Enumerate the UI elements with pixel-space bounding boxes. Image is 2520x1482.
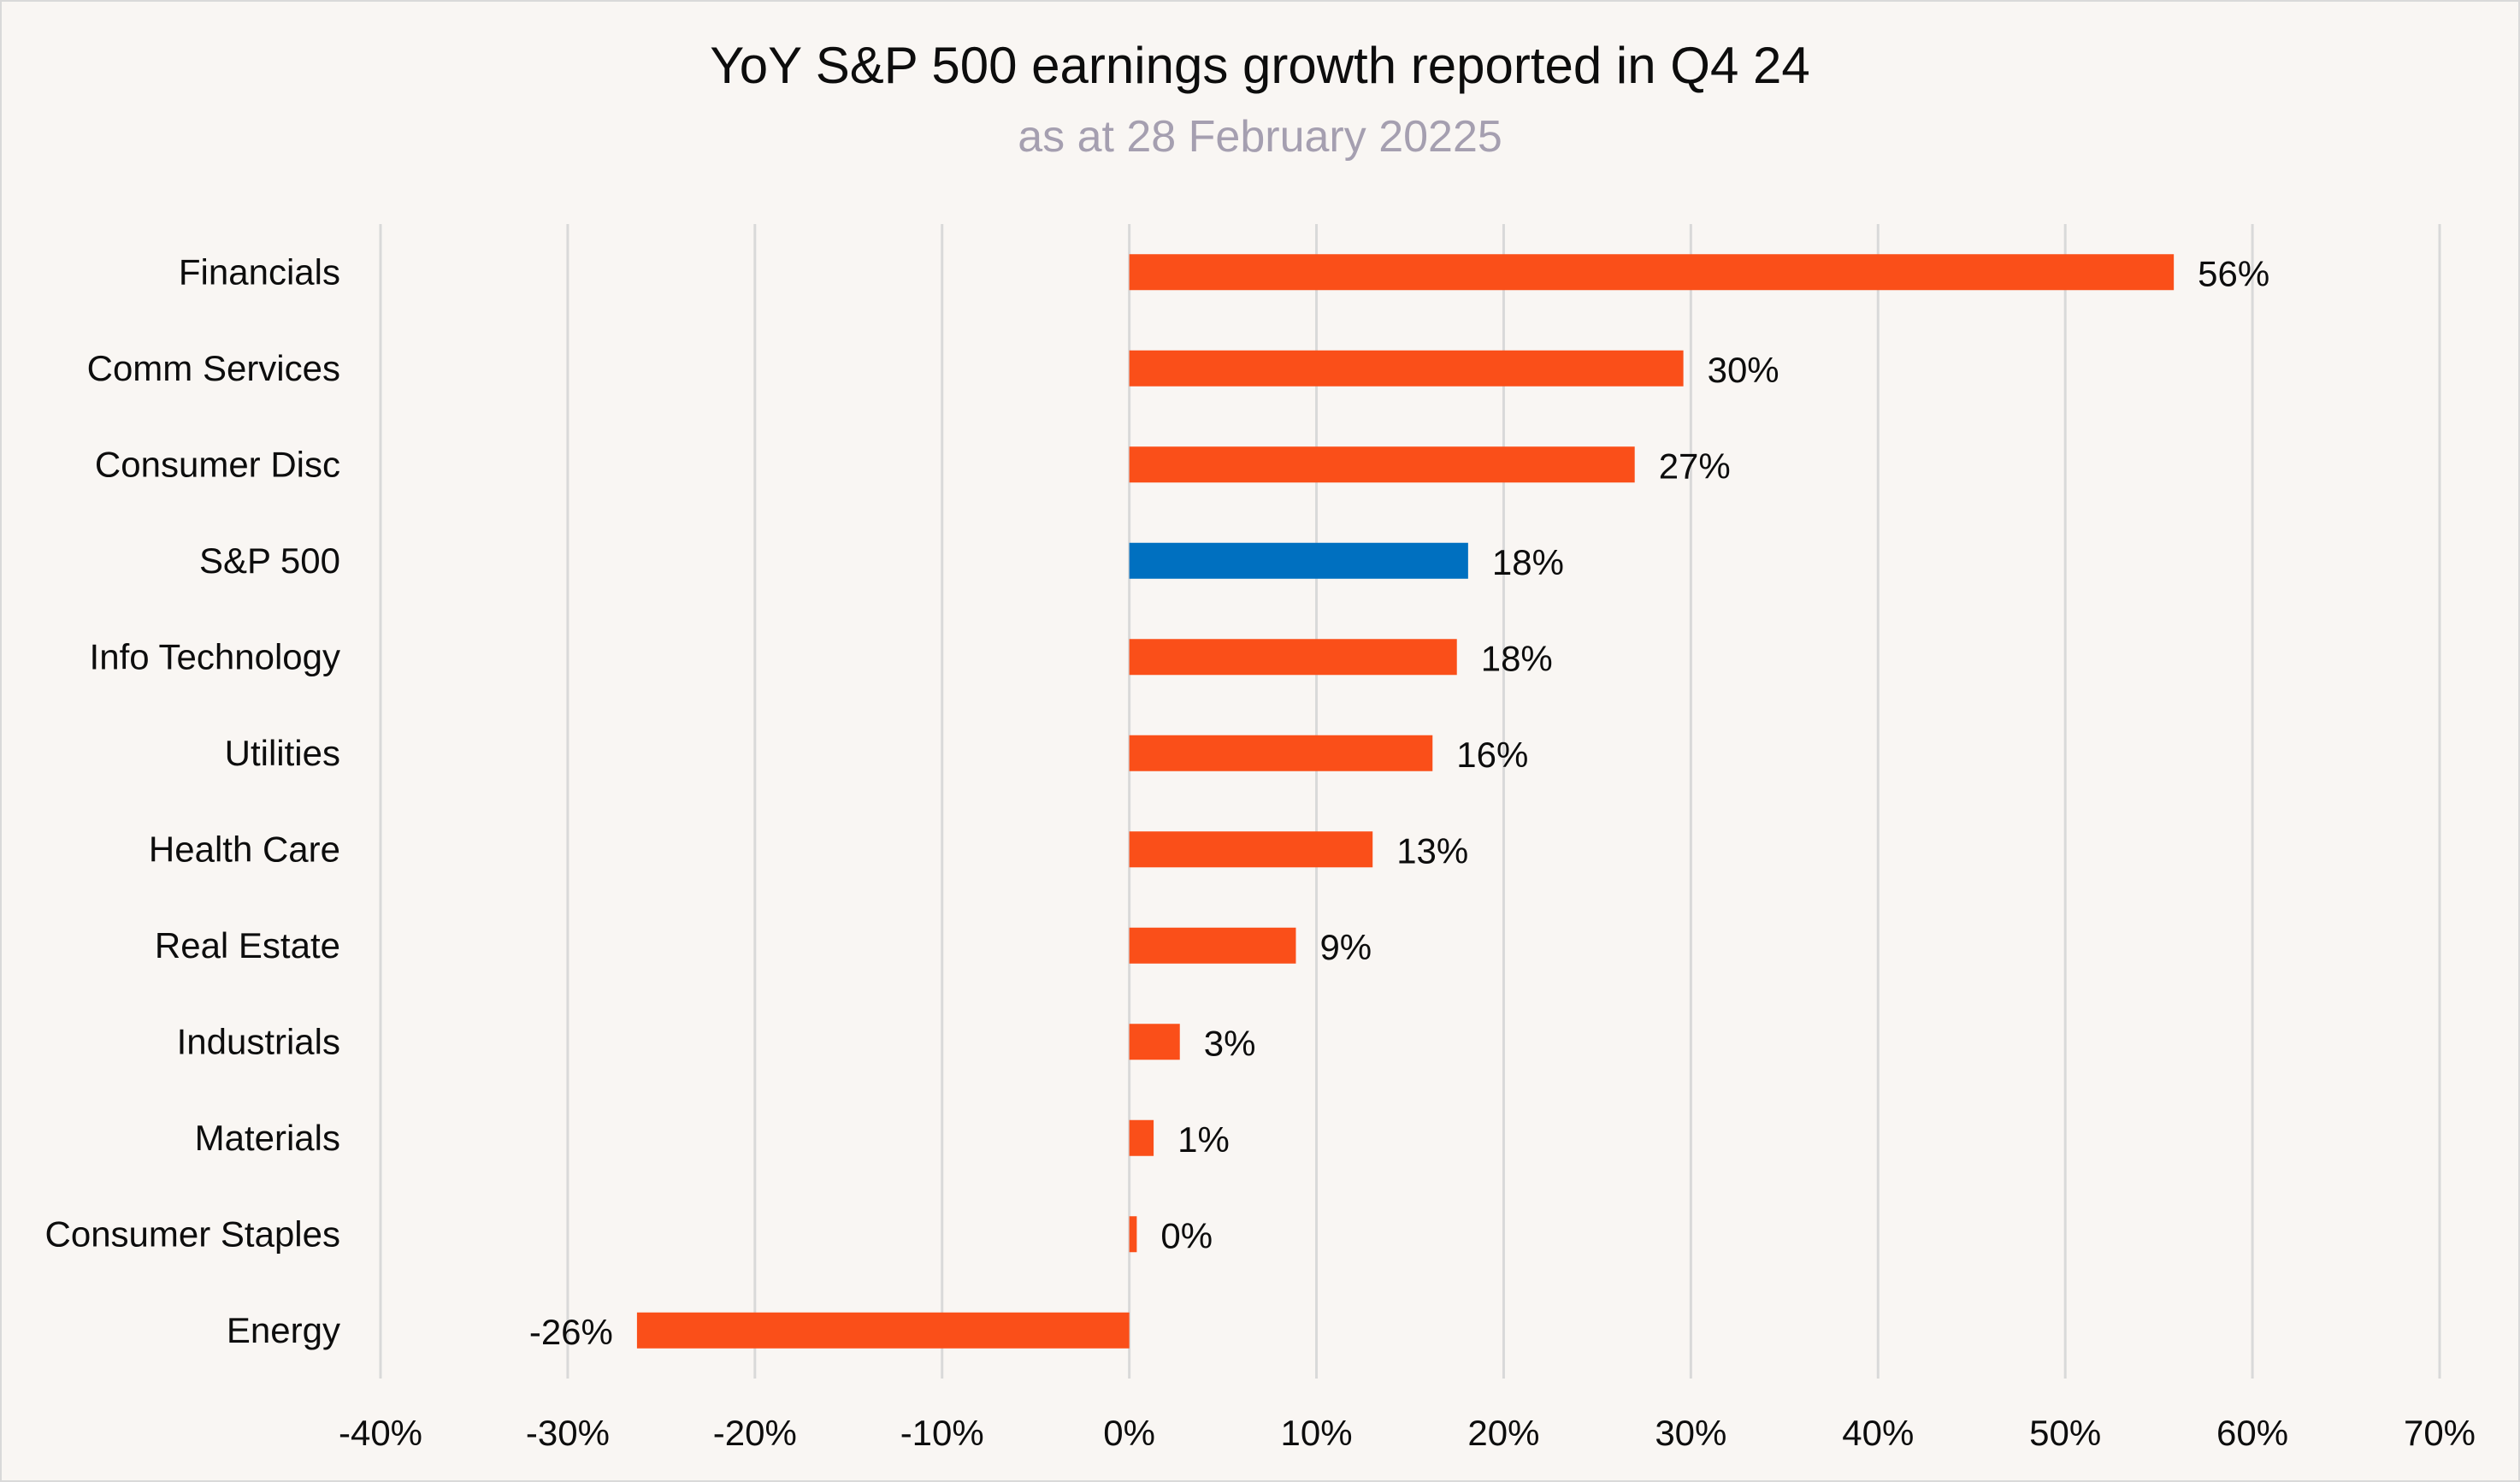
x-tick-label: 50% [2029, 1413, 2101, 1453]
data-label: 13% [1396, 830, 1468, 871]
bar [1129, 831, 1373, 868]
data-label: 0% [1160, 1215, 1213, 1255]
chart-subtitle: as at 28 February 20225 [1018, 112, 1502, 162]
gridlines [379, 224, 2441, 1379]
x-axis-tick-labels: -40% -30% -20% -10% 0% 10% 20% 30% 40% 50% 60% 70% [339, 1413, 2476, 1453]
bar [1129, 1216, 1137, 1253]
data-label: 18% [1492, 542, 1564, 582]
category-label: S&P 500 [199, 540, 340, 581]
x-tick-label: -20% [713, 1413, 797, 1453]
bar [1129, 542, 1468, 579]
x-tick-label: -30% [526, 1413, 610, 1453]
x-tick-label: 60% [2216, 1413, 2288, 1453]
bar [1129, 446, 1635, 483]
bars [636, 254, 2175, 1349]
data-label: 18% [1481, 638, 1553, 678]
x-tick-label: 10% [1281, 1413, 1353, 1453]
x-tick-label: 70% [2404, 1413, 2476, 1453]
bar [1129, 1119, 1154, 1156]
x-tick-label: 40% [1842, 1413, 1914, 1453]
category-label: Utilities [225, 733, 340, 773]
bar [1129, 639, 1457, 676]
chart-title: YoY S&P 500 earnings growth reported in … [710, 37, 1810, 94]
data-label: 56% [2198, 253, 2269, 293]
bar [1129, 927, 1296, 964]
data-label: 9% [1319, 927, 1372, 967]
data-label: 30% [1708, 350, 1779, 390]
category-label: Consumer Staples [45, 1213, 341, 1254]
category-label: Info Technology [90, 636, 340, 676]
category-labels: Financials Comm Services Consumer Disc S&P … [45, 251, 341, 1350]
x-tick-label: -40% [339, 1413, 422, 1453]
data-label: 27% [1659, 446, 1731, 486]
category-label: Energy [227, 1310, 340, 1350]
data-label: 1% [1177, 1119, 1230, 1160]
x-tick-label: 0% [1103, 1413, 1155, 1453]
category-label: Consumer Disc [95, 444, 340, 484]
category-label: Industrials [177, 1021, 340, 1061]
data-label: -26% [529, 1312, 613, 1352]
data-label: 16% [1456, 735, 1528, 775]
bar [1129, 1024, 1180, 1060]
category-label: Health Care [149, 829, 340, 869]
category-label: Financials [179, 251, 340, 292]
category-label: Comm Services [87, 348, 340, 388]
x-tick-label: -10% [900, 1413, 984, 1453]
bar [1129, 735, 1433, 771]
data-label: 3% [1204, 1023, 1256, 1063]
x-tick-label: 20% [1467, 1413, 1539, 1453]
category-label: Materials [195, 1118, 340, 1158]
bar [1129, 350, 1684, 387]
category-label: Real Estate [155, 925, 340, 965]
bar [1129, 254, 2175, 291]
bar [636, 1312, 1130, 1349]
data-labels: 56% 30% 27% 18% 18% 16% 13% 9% 3% 1% 0% -26% [529, 253, 2269, 1352]
x-tick-label: 30% [1655, 1413, 1726, 1453]
